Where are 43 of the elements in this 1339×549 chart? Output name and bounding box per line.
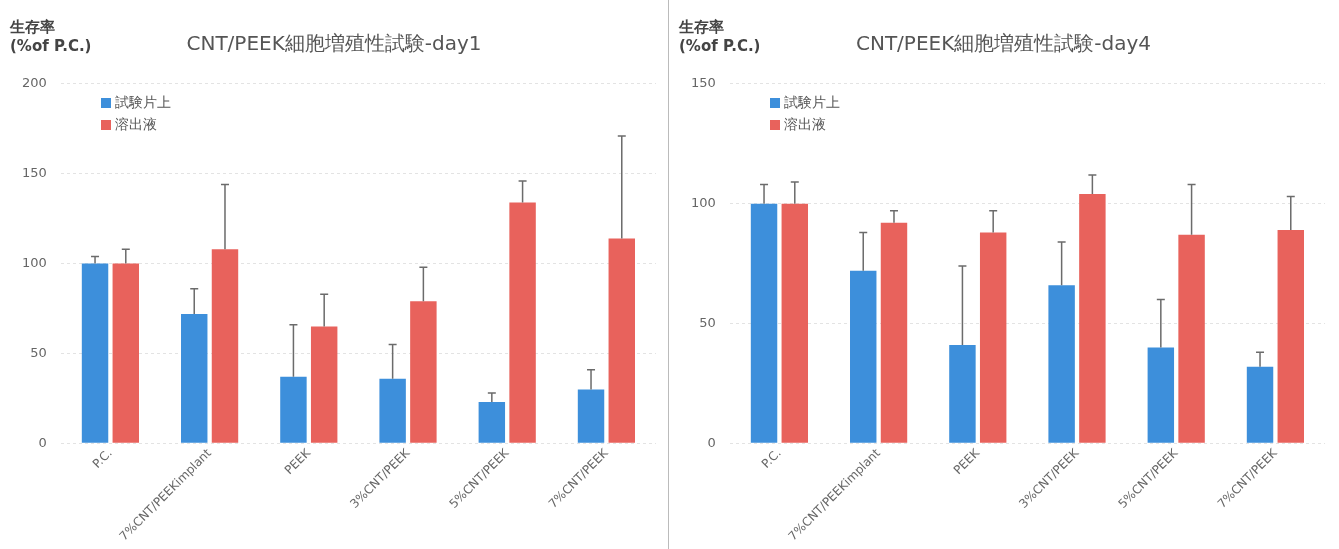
- bar: [211, 249, 239, 443]
- y-axis-title: 生存率 (%of P.C.): [679, 18, 761, 56]
- bar: [850, 270, 877, 443]
- x-tick-label: P.C.: [89, 445, 115, 471]
- legend-label: 試験片上: [783, 93, 840, 112]
- bar: [577, 389, 605, 443]
- bar: [1246, 366, 1274, 443]
- bar: [181, 313, 208, 443]
- bar: [1147, 347, 1175, 443]
- chart-title: CNT/PEEK細胞増殖性試験-day1: [186, 31, 482, 55]
- y-axis-title: 生存率 (%of P.C.): [10, 18, 92, 56]
- chart-title: CNT/PEEK細胞増殖性試験-day4: [855, 31, 1152, 55]
- bar: [1178, 234, 1205, 443]
- y-tick-label: 0: [38, 434, 47, 450]
- bar: [112, 263, 140, 443]
- y-tick-label: 200: [21, 75, 47, 91]
- bar: [949, 345, 976, 443]
- x-tick-label: P.C.: [758, 445, 784, 471]
- bar: [410, 301, 437, 443]
- legend-label: 溶出液: [114, 115, 157, 134]
- bar: [750, 203, 778, 443]
- y-tick-label: 100: [21, 254, 47, 270]
- y-tick-label: 50: [30, 344, 47, 360]
- bar: [509, 202, 536, 443]
- y-tick-label: 100: [690, 195, 716, 211]
- bar: [310, 326, 338, 443]
- bar: [880, 222, 908, 443]
- bar: [1048, 285, 1075, 443]
- bar: [379, 378, 406, 443]
- y-tick-label: 150: [690, 75, 716, 91]
- bar: [781, 203, 809, 443]
- bar: [280, 376, 307, 443]
- bar: [608, 238, 635, 443]
- bar: [81, 263, 109, 443]
- y-tick-label: 150: [21, 165, 47, 181]
- y-tick-label: 0: [707, 434, 716, 450]
- legend-label: 溶出液: [783, 115, 826, 134]
- bar: [1277, 230, 1304, 443]
- y-tick-label: 50: [699, 314, 716, 330]
- legend-label: 試験片上: [114, 93, 171, 112]
- bar: [979, 232, 1007, 443]
- bar: [478, 402, 506, 443]
- bar: [1079, 194, 1106, 443]
